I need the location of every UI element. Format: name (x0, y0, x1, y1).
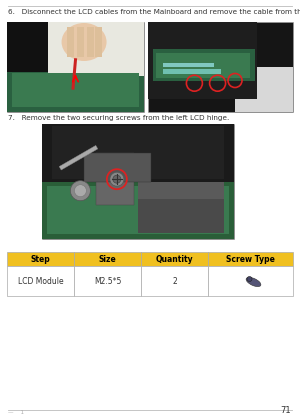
Text: Step: Step (31, 255, 50, 263)
Ellipse shape (246, 277, 261, 286)
Bar (163, 63, 214, 67)
Bar (12, 73, 139, 107)
Ellipse shape (247, 276, 252, 281)
Bar (55, 22, 76, 71)
Bar (87, 27, 94, 57)
Bar (77, 27, 84, 57)
Bar (71, 58, 77, 90)
Bar (208, 266, 293, 296)
Circle shape (70, 181, 90, 201)
Bar (47, 186, 229, 234)
Text: 7.   Remove the two securing screws from the left LCD hinge.: 7. Remove the two securing screws from t… (8, 115, 229, 121)
Ellipse shape (61, 23, 106, 61)
Text: M2.5*5: M2.5*5 (94, 276, 121, 286)
Bar (96, 153, 134, 205)
Text: 6.   Disconnect the LCD cables from the Mainboard and remove the cable from the : 6. Disconnect the LCD cables from the Ma… (8, 9, 300, 15)
Bar (52, 126, 224, 179)
Bar (141, 252, 208, 266)
Bar (42, 124, 234, 239)
Bar (156, 52, 250, 78)
Bar (208, 252, 293, 266)
Bar (95, 27, 102, 57)
Bar (138, 181, 224, 199)
Text: 71: 71 (280, 406, 291, 415)
Bar (138, 199, 224, 233)
Bar (148, 22, 257, 99)
Text: Size: Size (99, 255, 116, 263)
Bar (48, 22, 144, 76)
Bar (74, 252, 141, 266)
Bar (84, 153, 152, 181)
Bar (7, 266, 74, 296)
Bar (59, 145, 98, 170)
Bar (235, 67, 293, 112)
Bar (7, 22, 55, 71)
Circle shape (110, 172, 124, 186)
Bar (42, 124, 234, 181)
Text: LCD Module: LCD Module (18, 276, 63, 286)
Bar (148, 22, 293, 112)
Bar (153, 49, 254, 81)
Bar (67, 27, 74, 57)
Bar (42, 181, 234, 239)
Text: Screw Type: Screw Type (226, 255, 275, 263)
Bar (163, 69, 221, 74)
Text: 2: 2 (172, 276, 177, 286)
Bar (7, 71, 144, 112)
Circle shape (74, 185, 86, 197)
Circle shape (113, 175, 121, 183)
Bar (7, 252, 74, 266)
Bar (141, 266, 208, 296)
Bar (74, 266, 141, 296)
Text: Quantity: Quantity (156, 255, 193, 263)
Text: —    1: — 1 (8, 410, 24, 415)
Bar (7, 22, 144, 112)
